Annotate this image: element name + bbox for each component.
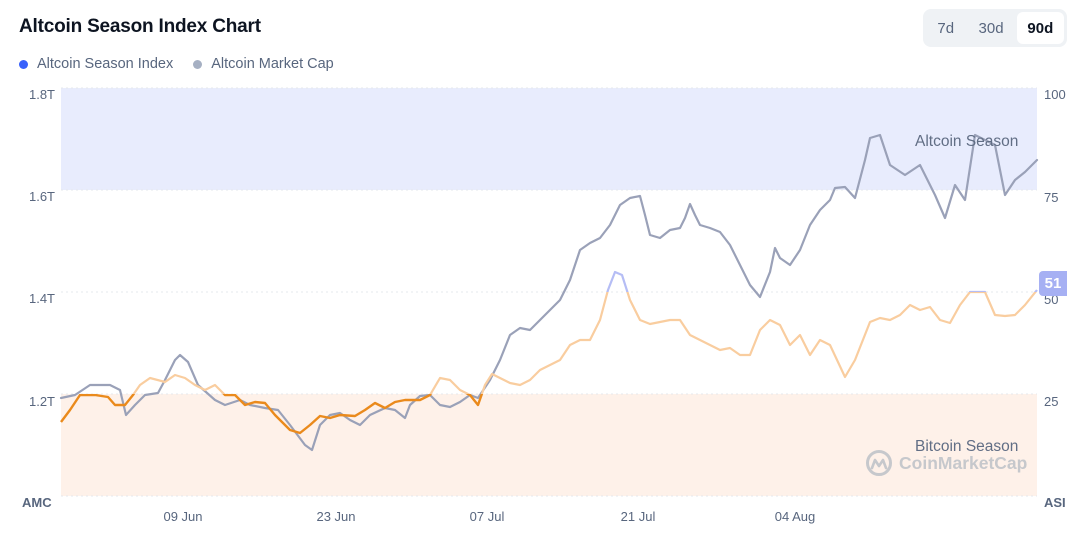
y-right-tick: 100 xyxy=(1044,87,1066,102)
y-left-tick: 1.2T xyxy=(28,394,55,409)
asi-line-mid xyxy=(79,292,1037,394)
current-value-badge: 51 xyxy=(1039,271,1067,296)
y-left-tick: 1.4T xyxy=(28,291,55,306)
legend-item-asi[interactable]: Altcoin Season Index xyxy=(19,56,173,72)
x-tick: 23 Jun xyxy=(316,509,356,524)
altcoin-season-label: Altcoin Season xyxy=(915,133,1019,150)
y-left-tick: 1.6T xyxy=(28,189,55,204)
asi-line-bitcoin-season xyxy=(60,394,484,435)
watermark-text: CoinMarketCap xyxy=(899,452,1028,473)
chart-legend: Altcoin Season Index Altcoin Market Cap xyxy=(19,56,334,72)
y-right-tick: 75 xyxy=(1044,190,1059,205)
y-right-axis-name: ASI xyxy=(1044,495,1066,510)
x-tick: 04 Aug xyxy=(774,509,816,524)
altcoin-season-band xyxy=(61,88,1037,190)
y-right-tick: 25 xyxy=(1044,394,1059,409)
x-tick: 07 Jul xyxy=(469,509,505,524)
bitcoin-season-label: Bitcoin Season xyxy=(915,438,1019,455)
y-left-axis-name: AMC xyxy=(22,495,52,510)
time-range-selector: 7d 30d 90d xyxy=(923,9,1067,47)
range-7d-button[interactable]: 7d xyxy=(926,12,965,44)
y-left-tick: 1.8T xyxy=(28,87,55,102)
x-tick: 09 Jun xyxy=(163,509,203,524)
legend-label-asi: Altcoin Season Index xyxy=(37,56,174,72)
legend-label-amc: Altcoin Market Cap xyxy=(211,56,334,72)
bitcoin-season-band xyxy=(61,394,1037,496)
legend-dot-asi-icon xyxy=(19,59,28,69)
page-title: Altcoin Season Index Chart xyxy=(19,16,261,37)
legend-item-amc[interactable]: Altcoin Market Cap xyxy=(193,56,334,72)
coinmarketcap-logo-icon xyxy=(866,450,892,476)
legend-dot-amc-icon xyxy=(193,59,203,69)
range-30d-button[interactable]: 30d xyxy=(965,12,1016,44)
range-90d-button[interactable]: 90d xyxy=(1016,12,1064,44)
x-tick: 21 Jul xyxy=(620,509,656,524)
coinmarketcap-watermark: CoinMarketCap xyxy=(865,449,1027,477)
